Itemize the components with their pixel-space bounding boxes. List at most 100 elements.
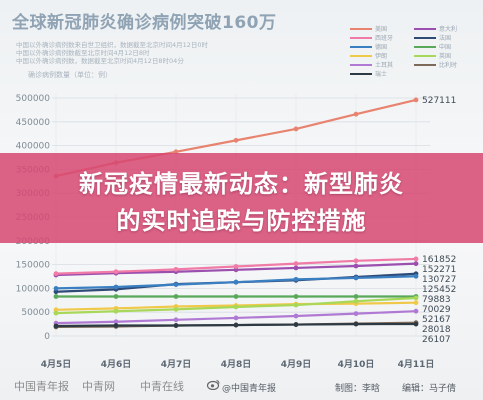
x-tick-label: 4月5日: [41, 359, 72, 370]
data-point: [173, 149, 179, 155]
data-point: [413, 256, 419, 262]
chart-title: 全球新冠肺炎确诊病例突破160万: [12, 13, 277, 33]
legend-label: 美国: [375, 26, 388, 33]
legend-item: 德国: [350, 42, 387, 51]
logo-youth-online: 中青在线: [140, 380, 184, 393]
data-point: [53, 294, 59, 299]
legend-swatch: [414, 54, 436, 57]
legend-swatch: [414, 45, 436, 48]
data-point: [113, 319, 119, 325]
legend-item: 美国: [350, 24, 387, 33]
weibo-icon: [207, 380, 220, 390]
legend-swatch: [350, 54, 372, 57]
credit-maker: 制图：李晗: [335, 384, 381, 394]
legend-item: 西班牙: [350, 33, 393, 42]
legend-label: 土耳其: [375, 62, 394, 69]
data-point: [353, 263, 359, 269]
data-point: [113, 308, 119, 314]
x-tick-label: 4月9日: [281, 359, 312, 370]
data-point: [173, 282, 179, 287]
data-point: [413, 321, 419, 327]
y-tick-label: 0: [44, 332, 50, 342]
data-point: [413, 295, 419, 301]
legend-swatch: [414, 63, 436, 66]
source-note: 中国以外确诊病例数，数据截至北京时间4月12日8时04分: [16, 57, 184, 65]
data-point: [173, 266, 179, 272]
legend-swatch: [350, 27, 372, 30]
data-point: [233, 267, 239, 273]
source-note: 中国以外确诊病例数来自世卫组织，数据截至北京时间4月12日0时: [16, 41, 209, 49]
data-point: [353, 298, 359, 304]
data-point: [173, 306, 179, 312]
data-point: [293, 294, 299, 299]
data-point: [293, 265, 299, 271]
y-tick-label: 100000: [16, 284, 51, 294]
y-tick-label: 400000: [16, 142, 51, 152]
data-point: [53, 271, 59, 277]
legend-swatch: [350, 45, 372, 48]
y-axis-label: 确诊病例数量（单位：例）: [28, 71, 112, 79]
legend-item: 法国: [414, 33, 451, 42]
data-label: 152271: [422, 265, 456, 275]
legend-item: 土耳其: [350, 60, 393, 69]
x-tick-label: 4月6日: [101, 359, 132, 370]
data-label: 70029: [422, 305, 451, 315]
data-point: [53, 286, 59, 291]
y-tick-label: 500000: [16, 94, 51, 104]
data-point: [353, 258, 359, 264]
source-note: 中国以外确诊病例数截至北京时间4月12日8时: [16, 49, 150, 57]
data-point: [53, 307, 59, 313]
data-point: [113, 294, 119, 299]
y-tick-label: 450000: [16, 118, 51, 128]
data-label: 79883: [422, 295, 451, 305]
data-point: [53, 310, 59, 316]
data-point: [413, 261, 419, 267]
data-point: [233, 279, 239, 285]
logo-china-youth-daily: 中国青年报: [14, 380, 69, 393]
legend-label: 英国: [439, 53, 452, 60]
legend-swatch: [350, 36, 372, 39]
legend-item: 瑞士: [350, 69, 387, 78]
data-label: 28018: [422, 325, 451, 335]
data-point: [293, 261, 299, 267]
legend-item: 中国: [414, 42, 451, 51]
data-point: [413, 97, 419, 103]
x-tick-label: 4月8日: [221, 359, 252, 370]
y-tick-label: 50000: [21, 308, 50, 318]
data-point: [113, 284, 119, 290]
legend-label: 德国: [375, 44, 388, 51]
credit-editor: 编辑：马子倩: [402, 384, 457, 394]
data-point: [353, 294, 359, 299]
legend-swatch: [414, 36, 436, 39]
data-label: 527111: [422, 96, 456, 106]
legend-item: 伊朗: [350, 51, 387, 60]
data-point: [173, 323, 179, 328]
data-point: [53, 323, 59, 329]
legend-label: 比利时: [439, 62, 458, 69]
legend-swatch: [350, 72, 372, 75]
data-point: [413, 308, 419, 314]
x-tick-label: 4月10日: [338, 359, 375, 370]
headline-line-2: 的实时追踪与防控措施: [116, 207, 367, 235]
legend-label: 西班牙: [375, 35, 394, 42]
data-point: [353, 311, 359, 317]
x-tick-label: 4月11日: [398, 359, 435, 370]
data-label: 125452: [422, 285, 456, 295]
data-point: [233, 264, 239, 269]
data-point: [413, 273, 419, 279]
data-point: [293, 322, 299, 327]
data-label: 130727: [422, 275, 456, 285]
legend-label: 中国: [439, 44, 452, 51]
data-point: [353, 111, 359, 117]
data-label: 26107: [422, 335, 451, 345]
data-point: [293, 302, 299, 308]
data-label: 161852: [422, 255, 456, 265]
headline-line-1: 新冠疫情最新动态：新型肺炎: [79, 170, 404, 198]
data-point: [293, 313, 299, 319]
data-point: [353, 275, 359, 281]
data-point: [353, 321, 359, 327]
data-point: [233, 315, 239, 321]
legend-swatch: [350, 63, 372, 66]
data-point: [293, 126, 299, 132]
legend-label: 瑞士: [375, 71, 388, 78]
